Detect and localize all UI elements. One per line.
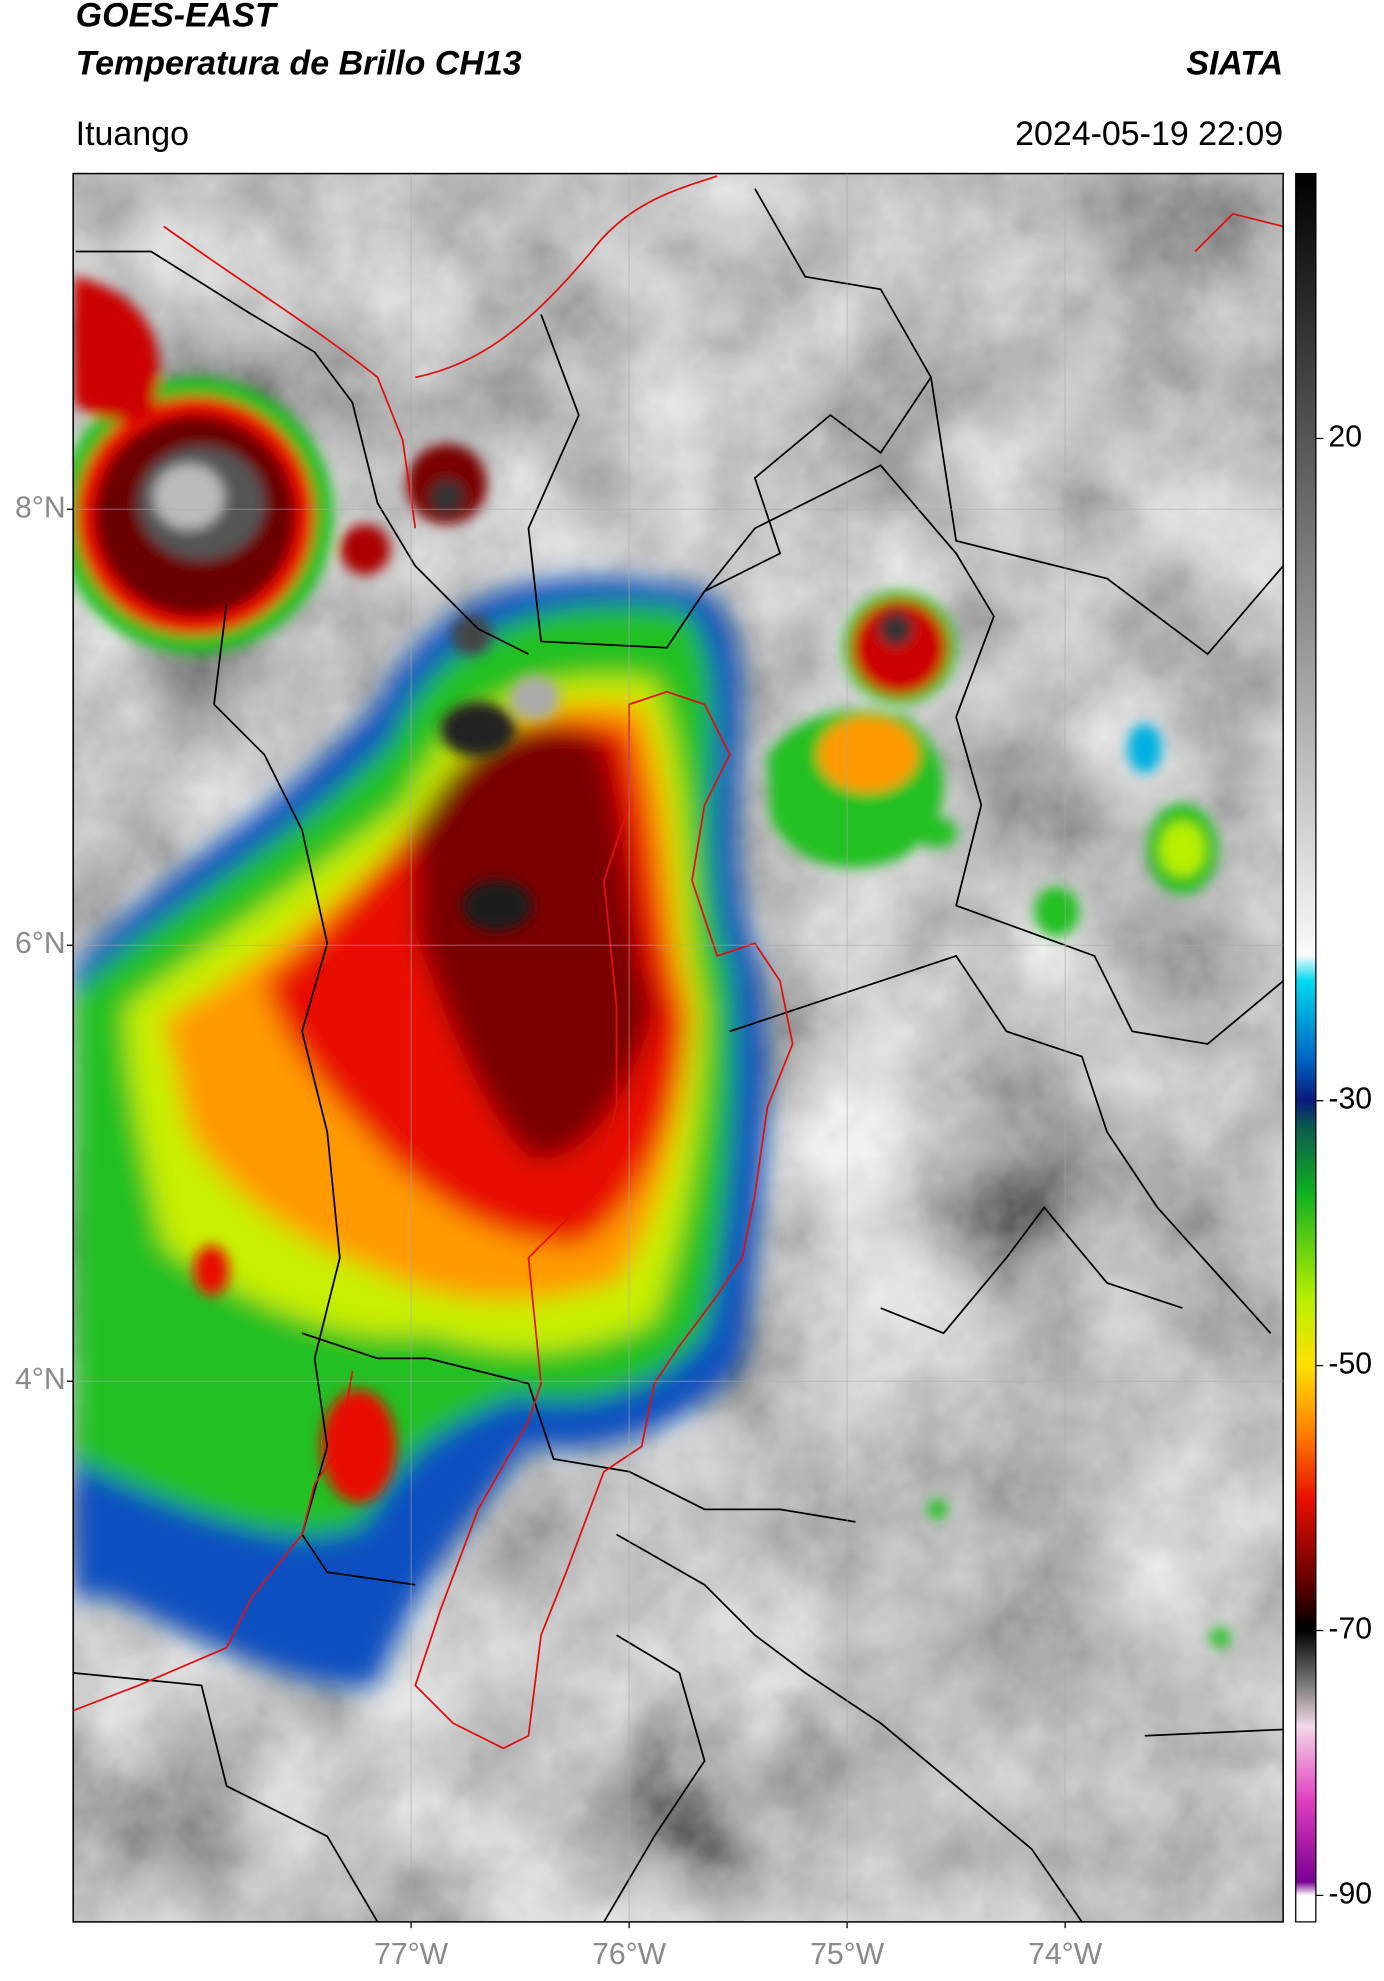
datetime: 2024-05-19 22:09 <box>1015 115 1283 153</box>
x-tick-label: 76°W <box>592 1938 667 1971</box>
y-tick-label: 8°N <box>15 491 66 524</box>
title: GOES-EAST <box>76 0 279 35</box>
map-frame <box>72 172 1284 1923</box>
subtitle: Temperatura de Brillo CH13 <box>76 44 522 82</box>
satellite-image <box>73 173 1284 1922</box>
colorbar-tick-label: 20 <box>1328 420 1362 453</box>
location: Ituango <box>76 115 189 153</box>
colorbar <box>1295 172 1317 1923</box>
source: SIATA <box>1186 44 1283 82</box>
x-tick-label: 77°W <box>374 1938 449 1971</box>
colorbar-tick-label: -70 <box>1328 1612 1372 1645</box>
colorbar-tick-label: -30 <box>1328 1083 1372 1116</box>
x-tick-label: 74°W <box>1028 1938 1103 1971</box>
x-tick-label: 75°W <box>810 1938 885 1971</box>
colorbar-tick-label: -90 <box>1328 1877 1372 1910</box>
colorbar-tick-label: -50 <box>1328 1348 1372 1381</box>
y-tick-label: 6°N <box>15 927 66 960</box>
y-tick-label: 4°N <box>15 1363 66 1396</box>
